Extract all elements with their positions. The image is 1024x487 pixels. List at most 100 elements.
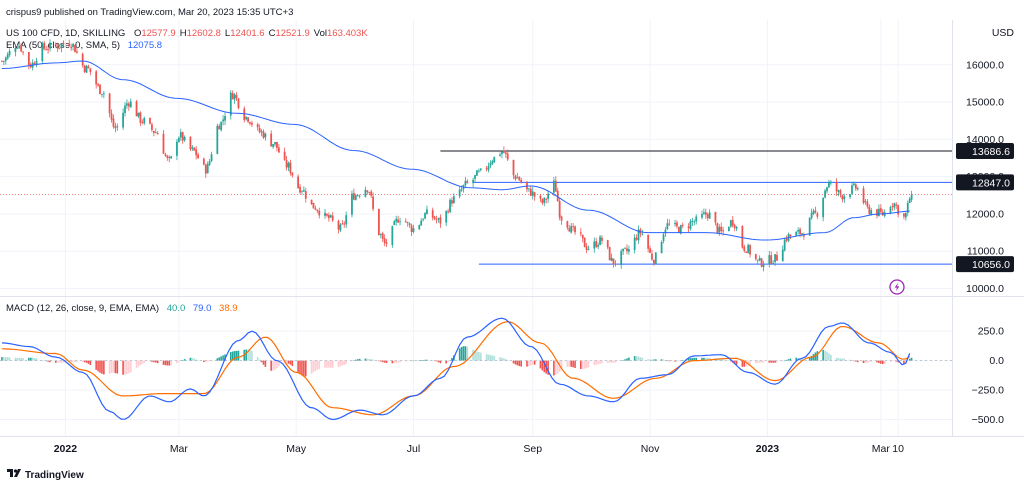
- macd-histogram-bar: [233, 351, 236, 361]
- candle-body: [704, 212, 707, 215]
- macd-histogram-bar: [6, 357, 9, 361]
- candle-body: [256, 124, 259, 128]
- lightning-icon[interactable]: [889, 279, 905, 295]
- macd-histogram-bar: [256, 357, 259, 361]
- candle-body: [116, 126, 119, 128]
- candle-body: [716, 223, 719, 233]
- macd-tick-label: −500.0: [972, 414, 1005, 426]
- candle-body: [747, 245, 750, 253]
- candle-body: [868, 206, 871, 214]
- price-badge-12847.0: [956, 174, 1014, 191]
- candle-body: [224, 116, 226, 121]
- macd-histogram-bar: [743, 360, 746, 367]
- ema-legend[interactable]: EMA (50, close, 0, SMA, 5) 12075.8: [6, 40, 162, 51]
- candle-body: [162, 133, 165, 154]
- candle-body: [829, 181, 832, 184]
- macd-histogram-bar: [170, 360, 172, 366]
- candle-body: [179, 132, 182, 138]
- time-axis[interactable]: 2022 Mar May Jul Sep Nov 2023 Mar 10: [54, 443, 904, 455]
- macd-histogram-bar: [310, 360, 313, 374]
- macd-histogram-bar: [908, 358, 911, 361]
- candle-body: [597, 244, 600, 247]
- candle-body: [651, 253, 653, 260]
- macd-histogram-bar: [328, 360, 330, 368]
- candle-body: [554, 180, 557, 192]
- macd-histogram-bar: [539, 360, 542, 369]
- macd-histogram-bar: [116, 360, 119, 374]
- macd-legend[interactable]: MACD (12, 26, close, 9, EMA, EMA) 40.0 7…: [6, 303, 238, 314]
- candle-body: [681, 224, 684, 226]
- macd-histogram-bar: [208, 360, 211, 362]
- macd-histogram-bar: [81, 360, 84, 363]
- candle-body: [126, 103, 128, 106]
- macd-histogram-bar: [608, 360, 611, 363]
- time-tick-label: Mar: [872, 443, 891, 455]
- macd-histogram-bar: [501, 357, 503, 361]
- candle-body: [314, 208, 317, 210]
- candle-body: [210, 154, 213, 162]
- macd-histogram-bar: [220, 356, 222, 361]
- macd-histogram-bar: [229, 352, 232, 361]
- candle-body: [141, 121, 144, 123]
- candle-body: [691, 221, 694, 222]
- tradingview-logo[interactable]: TradingView: [7, 469, 84, 481]
- candle-body: [449, 199, 451, 213]
- macd-histogram-bar: [458, 348, 461, 361]
- macd-histogram-bar: [868, 360, 871, 363]
- candle-body: [272, 144, 274, 147]
- candle-body: [891, 206, 894, 207]
- candle-body: [99, 84, 101, 95]
- candle-body: [862, 188, 865, 204]
- macd-histogram-bar: [681, 359, 684, 361]
- candle-body: [785, 238, 788, 241]
- candle-body: [299, 186, 301, 193]
- macd-histogram-bar: [89, 360, 92, 366]
- candle-body: [870, 210, 873, 215]
- candle-body: [202, 158, 205, 165]
- candle-body: [424, 213, 426, 219]
- candle-body: [143, 118, 146, 124]
- price-axis[interactable]: 10000.011000.012000.013000.014000.015000…: [956, 59, 1014, 295]
- price-pane[interactable]: [0, 39, 952, 272]
- macd-histogram-bar: [687, 358, 690, 361]
- macd-histogram-bar: [168, 360, 171, 366]
- candle-body: [608, 247, 611, 261]
- macd-pane[interactable]: [0, 317, 952, 421]
- candle-body: [693, 221, 696, 223]
- macd-histogram-bar: [343, 360, 346, 365]
- ohlc-key-h: H: [180, 28, 187, 39]
- macd-axis[interactable]: 250.0 0.0 −250.0 −500.0: [972, 326, 1005, 426]
- candle-body: [662, 234, 665, 242]
- candle-body: [249, 122, 251, 124]
- macd-histogram-bar: [108, 360, 111, 374]
- candle-body: [247, 117, 249, 122]
- macd-histogram-bar: [514, 360, 517, 365]
- macd-histogram-bar: [29, 357, 32, 361]
- macd-histogram-bar: [781, 360, 784, 362]
- candle-body: [341, 223, 344, 225]
- candle-body: [789, 234, 792, 237]
- candle-body: [81, 53, 84, 66]
- macd-histogram-bar: [816, 351, 819, 361]
- price-tick-label: 16000.0: [966, 59, 1004, 71]
- macd-histogram-bar: [58, 360, 61, 363]
- macd-histogram-bar: [837, 358, 840, 361]
- ohlc-value-l: 12401.6: [230, 28, 264, 39]
- currency-label: USD: [992, 27, 1015, 39]
- price-tick-label: 15000.0: [966, 97, 1004, 109]
- candle-body: [287, 163, 290, 168]
- macd-histogram-bar: [835, 357, 838, 361]
- candle-body: [904, 212, 907, 218]
- candle-body: [277, 147, 280, 153]
- candle-body: [756, 259, 759, 261]
- price-badge-label: 13686.6: [972, 146, 1010, 158]
- macd-histogram-bar: [553, 360, 555, 376]
- macd-histogram-bar: [774, 360, 776, 363]
- candle-body: [289, 162, 292, 173]
- candle-body: [824, 190, 826, 198]
- candle-body: [647, 234, 650, 249]
- candle-body: [366, 190, 369, 193]
- candle-body: [529, 188, 532, 196]
- macd-histogram-bar: [297, 360, 299, 373]
- macd-histogram-bar: [516, 360, 519, 366]
